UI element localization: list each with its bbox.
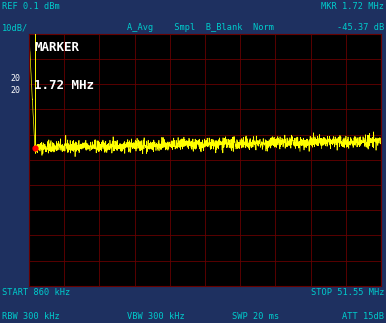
Text: ATT 15dB: ATT 15dB [342, 312, 384, 321]
Text: STOP 51.55 MHz: STOP 51.55 MHz [311, 288, 384, 297]
Text: 1.72 MHz: 1.72 MHz [34, 79, 94, 92]
Text: START 860 kHz: START 860 kHz [2, 288, 70, 297]
Text: RBW 300 kHz: RBW 300 kHz [2, 312, 60, 321]
Text: VBW 300 kHz: VBW 300 kHz [127, 312, 185, 321]
Text: -45.37 dB: -45.37 dB [337, 23, 384, 32]
Text: SWP 20 ms: SWP 20 ms [232, 312, 279, 321]
Text: MKR 1.72 MHz: MKR 1.72 MHz [321, 2, 384, 11]
Text: MARKER: MARKER [34, 41, 79, 55]
Text: REF 0.1 dBm: REF 0.1 dBm [2, 2, 60, 11]
Text: 10dB/: 10dB/ [2, 23, 28, 32]
Text: A_Avg    Smpl  B_Blank  Norm: A_Avg Smpl B_Blank Norm [127, 23, 274, 32]
Text: 20: 20 [10, 74, 20, 82]
Text: 20: 20 [10, 86, 20, 95]
